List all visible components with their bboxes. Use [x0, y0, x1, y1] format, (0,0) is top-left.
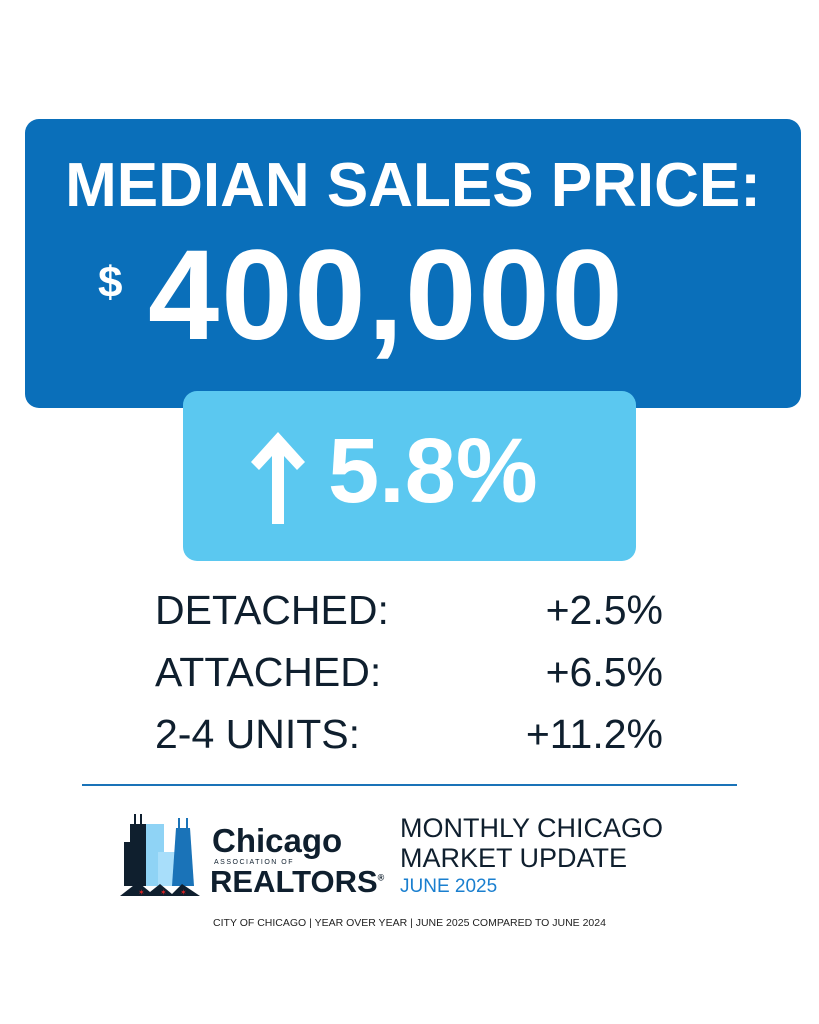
divider	[82, 784, 737, 786]
footer-note: CITY OF CHICAGO | YEAR OVER YEAR | JUNE …	[213, 917, 606, 929]
change-panel	[183, 391, 636, 561]
logo-association: ASSOCIATION OF	[214, 859, 294, 866]
logo-realtors: REALTORS®	[210, 866, 384, 897]
logo-chicago: Chicago	[212, 822, 343, 859]
row-value: +11.2%	[525, 711, 663, 757]
report-title-line2: MARKET UPDATE	[400, 843, 628, 873]
chicago-realtors-logo: ✶ ✶ ✶ Chicago ASSOCIATION OF REALTORS®	[120, 812, 390, 898]
median-price: 400,000	[148, 224, 625, 367]
row-label: 2-4 UNITS:	[155, 711, 361, 757]
row-label: DETACHED:	[155, 587, 389, 633]
breakdown-row-units: 2-4 UNITS: +11.2%	[155, 714, 663, 755]
report-month: JUNE 2025	[400, 876, 498, 897]
currency-symbol: $	[98, 258, 123, 307]
row-value: +6.5%	[545, 649, 663, 695]
svg-text:✶: ✶	[138, 888, 145, 897]
headline-panel	[25, 119, 801, 408]
breakdown-row-detached: DETACHED: +2.5%	[155, 590, 663, 631]
registered-mark: ®	[377, 872, 385, 883]
svg-text:✶: ✶	[180, 888, 187, 897]
row-value: +2.5%	[545, 587, 663, 633]
row-label: ATTACHED:	[155, 649, 382, 695]
skyline-icon: ✶ ✶ ✶	[120, 814, 200, 897]
report-title-line1: MONTHLY CHICAGO	[400, 813, 664, 843]
svg-text:✶: ✶	[160, 888, 167, 897]
arrow-up-icon	[251, 432, 305, 524]
headline-title: MEDIAN SALES PRICE:	[65, 151, 761, 220]
change-percent: 5.8%	[328, 420, 538, 522]
breakdown-row-attached: ATTACHED: +6.5%	[155, 652, 663, 693]
logo-realtors-text: REALTORS	[210, 864, 378, 899]
